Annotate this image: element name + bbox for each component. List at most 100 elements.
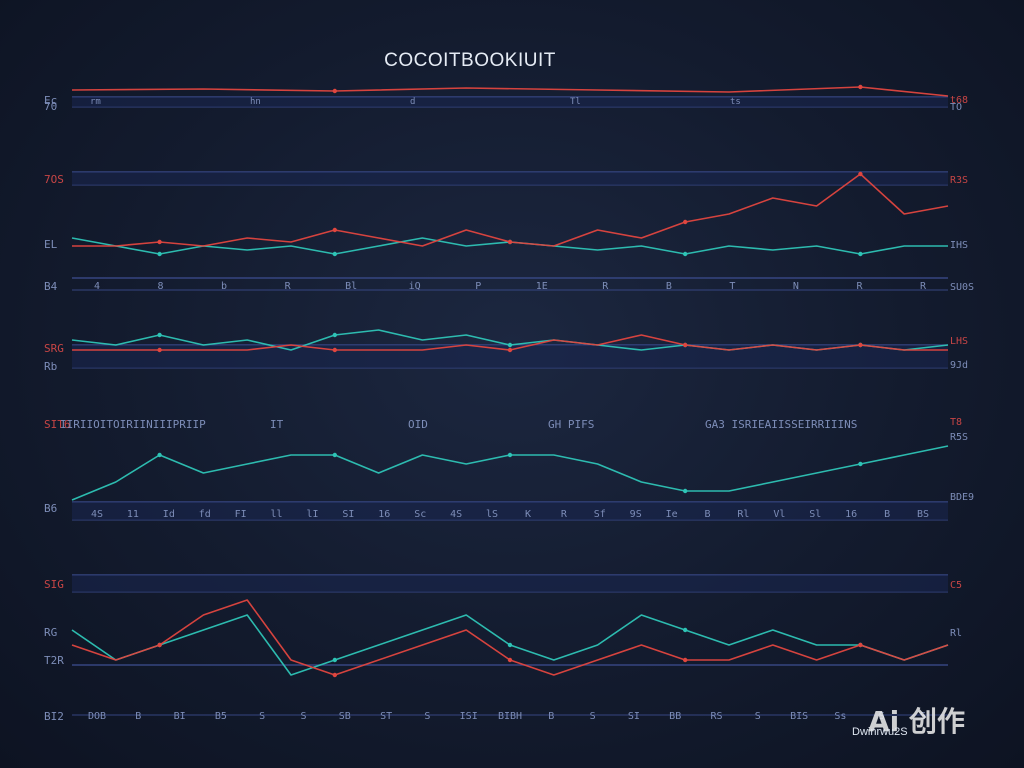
panel-1-right-label: R3S <box>950 175 968 186</box>
panel-1-series-0-point <box>683 251 688 257</box>
panel-0-series-0-line <box>71 86 949 97</box>
panel-4-tick-label: S <box>259 711 265 722</box>
panel-1-series-0-point <box>332 251 337 257</box>
panel-4-series-1-point <box>157 642 162 648</box>
panel-0-band <box>72 97 948 107</box>
panel-3-tick-label: fd <box>199 509 211 520</box>
panel-1-series-1-point <box>683 219 688 225</box>
panel-3-right-label: BDE9 <box>950 492 974 503</box>
panel-3-series-0-point <box>683 488 688 494</box>
panel-3-series-0-point <box>157 452 162 458</box>
panel-0-right-label: t68 <box>950 95 968 106</box>
panel-0-left-label: 70 <box>44 100 57 113</box>
panel-4-right-label: C5 <box>950 580 962 591</box>
panel-3-tick-label: B <box>705 509 711 520</box>
panel-2-series-0-point <box>332 332 337 338</box>
panel-4-tick-label: S <box>590 711 596 722</box>
chart-title: COCOITBOOKIUIT <box>384 50 556 71</box>
panel-3-left-label: SIT6 <box>44 418 71 431</box>
panel-3-tick-label: 16 <box>378 509 390 520</box>
panel-3-tick-label: 4S <box>91 509 103 520</box>
panel-4-tick-label: BI <box>174 711 186 722</box>
panel-4-series-1-point <box>683 657 688 663</box>
panel-1-series-0-point <box>858 251 863 257</box>
panel-3-tick-label: Sl <box>809 509 821 520</box>
panel-3-tick-label: Ie <box>666 509 678 520</box>
panel-1-left-label: 7OS <box>44 173 64 186</box>
panel-1-tick-label: 4 <box>94 281 100 292</box>
panel-3-annotation: OID <box>408 418 428 431</box>
panel-1-series-1-point <box>157 239 162 245</box>
panel-3-tick-label: Id <box>163 509 175 520</box>
panel-4-tick-label: RS <box>710 711 722 722</box>
panel-2-series-1-point <box>157 347 162 353</box>
panel-3-right-label: R5S <box>950 432 968 443</box>
panel-2-right-label: 9Jd <box>950 360 968 371</box>
panel-4-left-label: T2R <box>44 654 64 667</box>
panel-1-tick-label: 8 <box>158 281 164 292</box>
panel-4-tick-label: SI <box>628 711 640 722</box>
panel-1-band <box>72 172 948 185</box>
panel-1-tick-label: R <box>602 281 609 292</box>
panel-3-annotation: GH PIFS <box>548 418 594 431</box>
panel-1-series-0-point <box>157 251 162 257</box>
panel-3-tick-label: lI <box>306 509 318 520</box>
panel-4-series-0-point <box>507 642 513 648</box>
panel-3-tick-label: B <box>884 509 890 520</box>
panel-1-tick-label: 1E <box>536 281 548 292</box>
panel-3-tick-label: 11 <box>127 509 139 520</box>
panel-3-tick-label: Rl <box>737 509 749 520</box>
panel-4-tick-label: S <box>879 711 885 722</box>
panel-3-tick-label: 4S <box>450 509 462 520</box>
panel-4-tick-label: ST <box>380 711 392 722</box>
panel-1-left-label: B4 <box>44 280 58 293</box>
panel-1-tick-label: P <box>475 281 481 292</box>
panel-3-tick-label: Sf <box>594 509 606 520</box>
panel-4-tick-label: BIS <box>790 711 808 722</box>
panel-3-tick-label: ll <box>271 509 283 520</box>
panel-3-annotation: GA3 ISRIEAIISSEIRRIIINS <box>705 418 857 431</box>
panel-4-left-label: BI2 <box>44 710 64 723</box>
panel-1-series-1-point <box>507 239 513 245</box>
panel-1-right-label: IHS <box>950 240 968 251</box>
panel-3-tick-label: FI <box>235 509 247 520</box>
panel-1-tick-label: iQ <box>409 281 421 292</box>
panel-4-tick-label: S <box>424 711 430 722</box>
panel-3-tick-label: Sc <box>414 509 426 520</box>
panel-4-tick-label: B <box>548 711 554 722</box>
panel-1-series-1-point <box>332 227 337 233</box>
panel-3-annotation: IIRIIOITOIRIINIIIPRIIP <box>60 418 206 431</box>
panel-4-tick-label: B <box>135 711 141 722</box>
panel-4-tick-label: S <box>920 711 926 722</box>
panel-4-tick-label: Ss <box>834 711 846 722</box>
panel-3-tick-label: Vl <box>773 509 785 520</box>
panel-3-tick-label: R <box>561 509 568 520</box>
panel-4-tick-label: BB <box>669 711 681 722</box>
panel-0-series-0-point <box>858 84 863 90</box>
panel-3-tick-label: lS <box>486 509 498 520</box>
panel-3-series-0-point <box>507 452 513 458</box>
panel-4-left-label: RG <box>44 626 57 639</box>
panel-4-band <box>72 575 948 592</box>
panel-1-series-1-point <box>858 171 863 177</box>
panel-4-series-1-point <box>332 672 337 678</box>
panel-0-note-label: hn <box>250 97 261 107</box>
panel-4-tick-label: SB <box>339 711 351 722</box>
panel-4-tick-label: B5 <box>215 711 227 722</box>
panel-3-tick-label: SI <box>342 509 354 520</box>
panel-4-series-1-point <box>507 657 513 663</box>
panel-4-tick-label: ISI <box>460 711 478 722</box>
panel-3-band <box>72 502 948 520</box>
panel-4-tick-label: S <box>755 711 761 722</box>
panel-4-tick-label: S <box>300 711 306 722</box>
panel-1-tick-label: b <box>221 281 227 292</box>
panel-2-left-label: Rb <box>44 360 57 373</box>
panel-4-tick-label: BIBH <box>498 711 522 722</box>
panel-2-series-1-point <box>332 347 337 353</box>
panel-2-series-1-point <box>858 342 863 348</box>
panel-1-tick-label: Bl <box>345 281 357 292</box>
panel-1-tick-label: N <box>793 281 799 292</box>
panel-4-series-0-point <box>332 657 337 663</box>
panel-0-note-label: Tl <box>570 97 581 107</box>
panel-4-series-1-point <box>858 642 863 648</box>
